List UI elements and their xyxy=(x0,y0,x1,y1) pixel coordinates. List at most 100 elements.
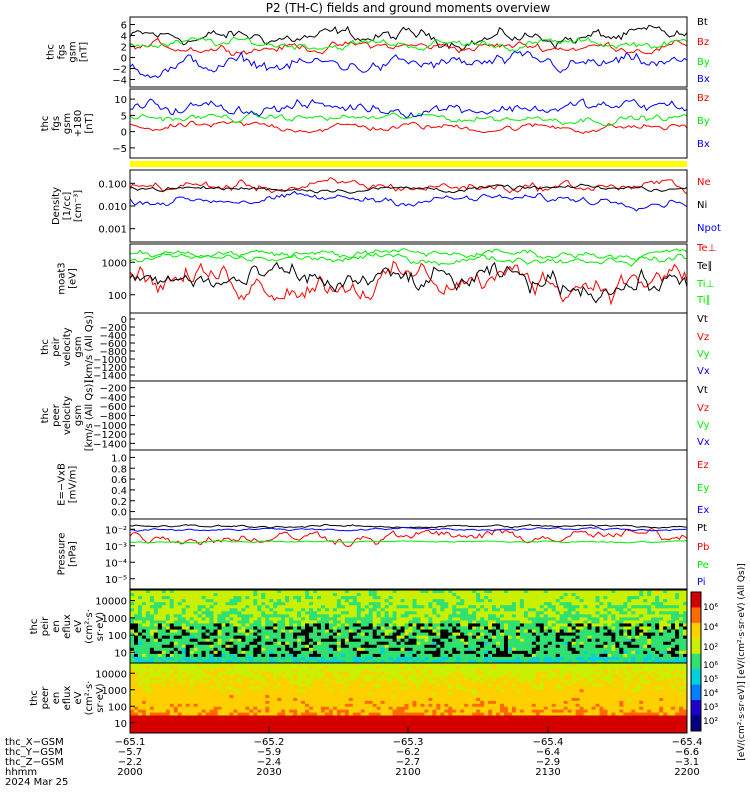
spectrogram-cell xyxy=(161,663,167,667)
spectrogram-cell xyxy=(500,614,505,618)
spectrogram-cell xyxy=(137,721,143,725)
spectrogram-cell xyxy=(356,599,362,603)
spectrogram-cell xyxy=(472,632,477,637)
spectrogram-cell xyxy=(297,620,302,624)
spectrogram-cell xyxy=(384,653,390,658)
spectrogram-cell xyxy=(181,650,187,655)
spectrogram-cell xyxy=(328,724,334,728)
spectrogram-cell xyxy=(316,665,322,670)
spectrogram-cell xyxy=(360,614,366,618)
spectrogram-cell xyxy=(364,663,370,667)
spectrogram-cell xyxy=(348,653,354,658)
spectrogram-cell xyxy=(563,608,569,612)
spectrogram-cell xyxy=(324,674,330,678)
spectrogram-cell xyxy=(472,620,477,624)
spectrogram-cell xyxy=(448,602,453,606)
spectrogram-cell xyxy=(340,641,346,646)
spectrogram-cell xyxy=(460,605,465,609)
spectrogram-cell xyxy=(177,653,183,658)
spectrogram-cell xyxy=(659,653,664,658)
spectrogram-cell xyxy=(153,692,159,696)
spectrogram-cell xyxy=(444,602,449,606)
spectrogram-cell xyxy=(336,638,342,643)
spectrogram-cell xyxy=(627,647,632,652)
spectrogram-cell xyxy=(488,638,493,643)
spectrogram-cell xyxy=(201,727,206,731)
spectrogram-cell xyxy=(201,590,206,594)
spectrogram-cell xyxy=(400,641,405,646)
spectrogram-cell xyxy=(130,659,135,664)
spectrogram-cell xyxy=(356,620,362,624)
spectrogram-cell xyxy=(547,644,553,649)
spectrogram-cell xyxy=(133,641,139,646)
series-line-by xyxy=(129,110,688,127)
spectrogram-cell xyxy=(285,706,290,711)
spectrogram-cell xyxy=(169,686,175,690)
spectrogram-cell xyxy=(205,608,210,612)
spectrogram-cell xyxy=(424,653,429,658)
spectrogram-cell xyxy=(416,617,421,621)
spectrogram-cell xyxy=(511,608,517,612)
spectrogram-cell xyxy=(320,653,326,658)
spectrogram-cell xyxy=(671,614,676,618)
spectrogram-cell xyxy=(149,590,155,594)
spectrogram-cell xyxy=(133,611,139,615)
spectrogram-cell xyxy=(384,638,390,643)
spectrogram-cell xyxy=(145,692,151,696)
spectrogram-cell xyxy=(149,659,155,664)
spectrogram-cell xyxy=(452,635,457,640)
spectrogram-cell xyxy=(675,620,680,624)
spectrogram-cell xyxy=(655,605,660,609)
spectrogram-cell xyxy=(667,599,672,603)
spectrogram-cell xyxy=(253,608,258,612)
spectrogram-cell xyxy=(173,674,179,678)
spectrogram-cell xyxy=(237,695,242,699)
spectrogram-cell xyxy=(635,620,640,624)
spectrogram-cell xyxy=(273,602,278,606)
spectrogram-cell xyxy=(396,602,401,606)
spectrogram-cell xyxy=(309,644,314,649)
spectrogram-cell xyxy=(507,629,513,633)
spectrogram-cell xyxy=(464,650,469,655)
spectrogram-cell xyxy=(615,593,620,597)
spectrogram-cell xyxy=(273,724,278,728)
spectrogram-cell xyxy=(261,689,266,693)
spectrogram-cell xyxy=(575,620,580,624)
spectrogram-cell xyxy=(253,706,258,711)
spectrogram-cell xyxy=(555,626,561,630)
spectrogram-cell xyxy=(185,617,191,621)
spectrogram-cell xyxy=(360,602,366,606)
spectrogram-cell xyxy=(185,626,191,630)
spectrogram-cell xyxy=(257,617,262,621)
spectrogram-cell xyxy=(356,680,362,684)
spectrogram-cell xyxy=(340,653,346,658)
spectrogram-cell xyxy=(316,706,322,711)
spectrogram-cell xyxy=(237,590,242,594)
spectrogram-cell xyxy=(472,629,477,633)
spectrogram-cell xyxy=(364,614,370,618)
spectrogram-cell xyxy=(468,599,473,603)
spectrogram-cell xyxy=(543,590,549,594)
spectrogram-cell xyxy=(364,593,370,597)
spectrogram-cell xyxy=(309,635,314,640)
spectrogram-cell xyxy=(233,724,238,728)
spectrogram-cell xyxy=(484,614,489,618)
separator-bar xyxy=(130,161,687,167)
spectrogram-cell xyxy=(667,611,672,615)
spectrogram-cell xyxy=(531,602,537,606)
spectrogram-cell xyxy=(663,608,668,612)
spectrogram-cell xyxy=(213,656,218,661)
spectrogram-cell xyxy=(368,650,374,655)
spectrogram-cell xyxy=(209,617,214,621)
spectrogram-cell xyxy=(683,647,688,652)
spectrogram-cell xyxy=(384,647,390,652)
spectrogram-cell xyxy=(237,620,242,624)
spectrogram-cell xyxy=(241,617,246,621)
spectrogram-cell xyxy=(289,674,294,678)
spectrogram-cell xyxy=(400,614,405,618)
spectrogram-cell xyxy=(364,674,370,678)
spectrogram-cell xyxy=(165,698,171,702)
spectrogram-cell xyxy=(249,712,254,716)
spectrogram-cell xyxy=(559,623,565,627)
spectrogram-cell xyxy=(165,689,171,693)
